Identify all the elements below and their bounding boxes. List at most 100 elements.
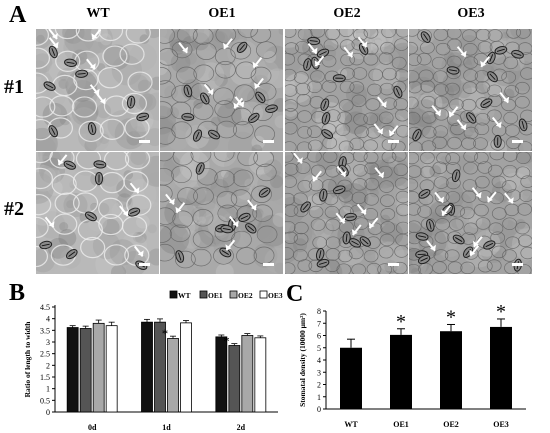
arrow-icon [388,125,399,137]
chart-b-significance-star: * [162,326,169,341]
arrow-icon [223,38,233,50]
arrow-icon [44,216,55,228]
arrow-icon [254,77,264,90]
arrow-icon [314,55,325,67]
arrow-icon [456,46,467,58]
scale-bar [139,263,150,266]
chart-b-bar-wt-2d [215,336,228,413]
column-label-wt: WT [86,6,110,21]
arrow-icon [89,84,100,96]
chart-b-legend-label: OE2 [238,291,253,300]
scale-bar [512,263,523,266]
arrow-icon [48,29,58,40]
arrow-icon [91,29,102,41]
chart-c-significance-star: * [446,306,456,328]
panel-c-letter: C [286,281,304,307]
chart-c-bar-oe1 [390,334,412,409]
chart-b-bar-oe3-0d [105,325,118,413]
chart-b-bar-oe3-2d [254,337,267,413]
chart-b-legend-swatch [199,290,208,299]
arrow-icon [480,56,490,68]
chart-b-y-tick-label: 2 [46,361,50,370]
micrograph-r1-oe1 [160,29,283,151]
chart-c-y-tick-label: 6 [317,332,321,341]
chart-b-aspect-ratio: 0 0.5 1 1.5 2 2.5 3 3.5 4 4.5 Ratio of length to w… [23,290,283,430]
chart-c-significance-star: * [396,311,406,333]
arrow-icon [178,42,189,54]
arrow-icon [486,191,497,203]
arrow-icon [336,165,347,178]
arrow-icon [165,193,175,206]
micrograph-r1-wt [36,29,159,151]
arrow-icon [229,215,239,228]
micrograph-r1-oe3 [409,29,532,151]
column-label-oe3: OE3 [457,6,485,21]
chart-c-y-tick-label: 3 [317,368,321,377]
chart-b-significance-star: * [223,334,230,349]
chart-b-bar-oe1-2d [228,345,241,413]
arrow-icon [441,204,452,217]
arrow-icon [456,119,467,131]
micrograph-r2-wt [36,152,159,274]
chart-c-category-label: OE2 [443,420,459,429]
chart-b-legend-swatch [259,290,268,299]
arrow-icon [368,217,379,229]
chart-b-legend-swatch [229,290,238,299]
panel-a-letter: A [9,2,27,28]
chart-c-category-label: OE3 [493,420,509,429]
chart-c-y-tick-label: 8 [317,307,321,316]
arrow-icon [312,170,322,182]
arrow-icon [129,182,140,194]
arrow-icon [96,93,106,105]
arrow-icon [472,236,483,248]
arrow-icon [225,239,236,251]
column-label-oe2: OE2 [333,6,361,21]
chart-c-bar-wt [340,347,362,409]
chart-b-y-tick-label: 3 [46,338,50,347]
row-label-2: #2 [4,198,24,220]
row-label-1: #1 [4,76,24,98]
arrow-icon [491,116,502,129]
arrow-icon [293,152,303,164]
arrow-icon [57,154,68,166]
chart-c-y-tick-label: 2 [317,381,321,390]
chart-b-legend-label: OE1 [208,291,223,300]
column-label-oe1: OE1 [208,6,236,21]
chart-b-y-tick-label: 0 [46,408,50,417]
arrow-icon [335,212,346,224]
arrow-icon [252,56,263,69]
arrow-icon [356,203,367,216]
chart-c-significance-star: * [496,301,506,323]
chart-b-bar-oe2-0d [92,322,105,413]
micrograph-r2-oe3 [409,152,532,274]
chart-c-category-label: WT [344,420,358,429]
arrow-icon [119,205,129,217]
arrow-icon [499,91,510,104]
panel-b-letter: B [9,280,26,306]
micrograph-r1-oe2 [285,29,408,151]
arrow-icon [431,104,442,117]
chart-b-legend-swatch [169,290,178,299]
chart-c-y-tick-label: 5 [317,344,321,353]
chart-b-category-label: 1d [162,423,171,430]
arrow-icon [343,46,354,58]
chart-b-bar-oe2-1d [167,338,179,413]
arrow-icon [373,123,384,135]
chart-b-y-tick-label: 2.5 [40,350,50,359]
scale-bar [263,263,274,266]
chart-c-y-axis-label: Stomatal density (10000 μm²) [298,313,307,407]
arrow-icon [469,245,480,257]
arrow-icon [175,202,186,214]
chart-c-stomatal-density: 0 1 2 3 4 5 6 7 8 Stomatal density (10000 μm²) WT *… [298,301,526,429]
arrow-icon [377,96,387,108]
arrow-icon [374,166,385,179]
arrow-icon [307,42,318,55]
arrow-icon [234,96,245,108]
chart-c-y-tick-label: 0 [317,405,321,414]
chart-b-legend-label: WT [178,291,191,300]
arrow-icon [233,97,244,110]
arrow-icon [203,83,214,96]
arrow-icon [448,106,459,118]
chart-c-y-tick-label: 7 [317,319,321,328]
chart-b-y-tick-label: 3.5 [40,326,50,335]
